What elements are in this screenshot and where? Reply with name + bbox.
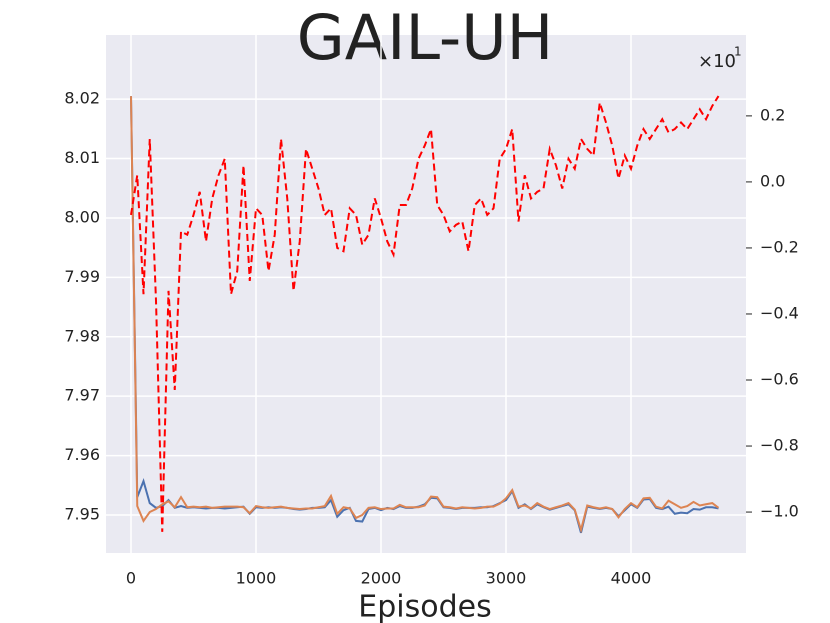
y2-tick-label: 0.2	[760, 105, 785, 124]
y-tick-label: 8.02	[64, 89, 100, 108]
x-axis-label: Episodes	[358, 590, 491, 623]
plot-area	[106, 35, 746, 553]
y2-tick-label: −0.6	[760, 370, 799, 389]
y2-offset-exponent: 1	[734, 45, 742, 59]
y-tick-label: 8.01	[64, 148, 100, 167]
y-tick-label: 7.96	[64, 445, 100, 464]
y2-tick-label: −0.4	[760, 303, 799, 322]
x-tick-label: 1000	[236, 569, 277, 588]
y-tick-label: 7.97	[64, 386, 100, 405]
series-line	[130, 95, 720, 532]
y-tick-label: 7.98	[64, 326, 100, 345]
chart-title: GAIL-UH	[297, 1, 554, 74]
series-line	[130, 96, 720, 534]
y2-tick-label: 0.0	[760, 171, 785, 190]
y2-offset-text: ×10	[698, 51, 736, 72]
y2-tick-label: −1.0	[760, 502, 799, 521]
y-tick-label: 8.00	[64, 207, 100, 226]
y2-tick-label: −0.8	[760, 436, 799, 455]
y2-tick-label: −0.2	[760, 237, 799, 256]
x-tick-label: 0	[126, 569, 136, 588]
x-tick-label: 2000	[361, 569, 402, 588]
x-tick-label: 4000	[611, 569, 652, 588]
x-tick-label: 3000	[486, 569, 527, 588]
y-tick-label: 7.99	[64, 267, 100, 286]
y-tick-label: 7.95	[64, 504, 100, 523]
